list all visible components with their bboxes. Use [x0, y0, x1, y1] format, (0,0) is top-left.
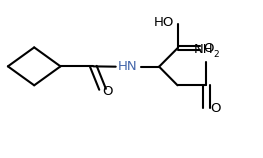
Text: O: O [210, 102, 220, 115]
Text: NH: NH [194, 43, 214, 56]
Text: HO: HO [154, 16, 174, 29]
Text: O: O [203, 42, 214, 55]
Text: O: O [103, 85, 113, 98]
Text: HN: HN [118, 60, 137, 73]
Text: 2: 2 [214, 50, 219, 59]
